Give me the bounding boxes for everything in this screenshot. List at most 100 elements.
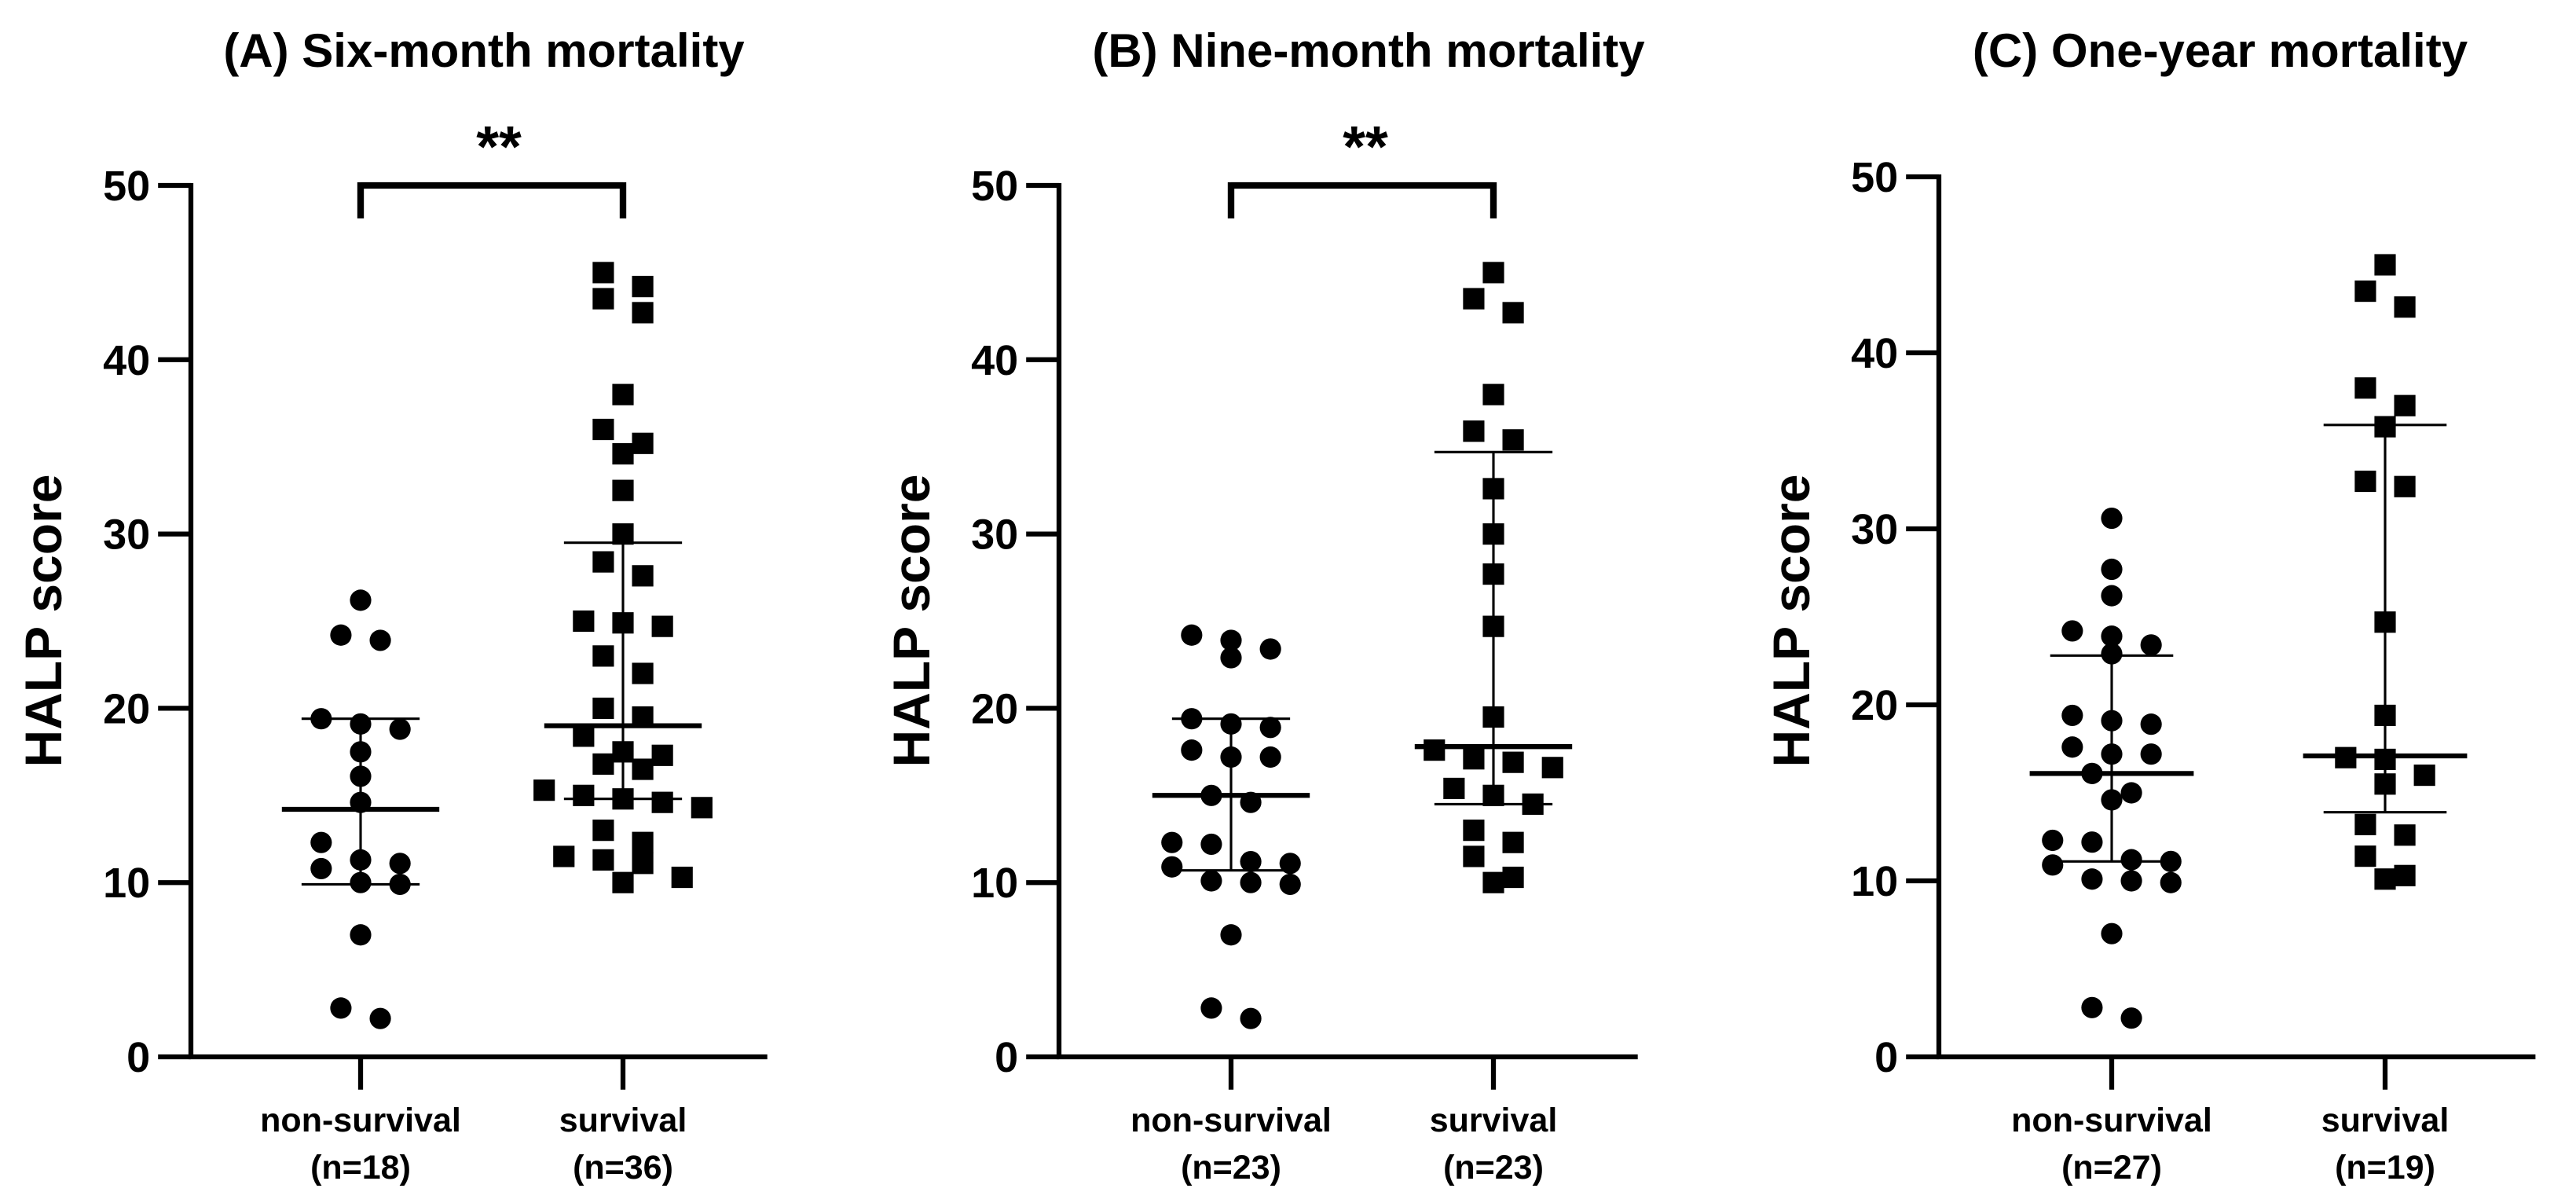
panel-a-point-survival	[612, 523, 634, 545]
panel-b-point-survival	[1443, 777, 1465, 800]
panel-a-point-non-survival	[369, 1007, 391, 1029]
panel-b-point-non-survival	[1200, 833, 1222, 855]
panel-a-point-survival	[632, 302, 654, 324]
panel-b-point-survival	[1463, 845, 1485, 867]
panel-b-y-tick-label: 10	[971, 860, 1018, 907]
panel-a: (A) Six-month mortality HALP score non-s…	[14, 24, 768, 1186]
panel-a-point-survival	[592, 262, 614, 284]
panel-a-category-n-survival: (n=36)	[573, 1149, 673, 1186]
panel-a-point-survival	[651, 791, 673, 813]
panel-a-y-tick-label: 10	[103, 860, 150, 907]
panel-a-y-tick-label: 40	[103, 337, 150, 384]
panel-a-point-survival	[612, 383, 634, 405]
panel-c-category-n-non-survival: (n=27)	[2061, 1149, 2162, 1186]
panel-c-point-survival	[2374, 254, 2396, 276]
panel-b-point-non-survival	[1259, 638, 1281, 660]
panel-c-point-non-survival	[2120, 782, 2142, 804]
panel-b-point-non-survival	[1200, 997, 1222, 1019]
panel-c-category-label-non-survival: non-survival	[2011, 1102, 2212, 1139]
panel-b-y-tick-label: 20	[971, 685, 1018, 732]
panel-b-category-label-survival: survival	[1430, 1102, 1558, 1139]
panel-c-point-non-survival	[2081, 831, 2103, 853]
panel-c-title: (C) One-year mortality	[1973, 24, 2468, 77]
panel-a-point-survival	[632, 831, 654, 853]
panel-a-point-non-survival	[330, 624, 352, 646]
panel-c-point-survival	[2354, 813, 2376, 835]
panel-a-point-survival	[592, 551, 614, 573]
panel-a-title: (A) Six-month mortality	[223, 24, 745, 77]
panel-a-point-survival	[592, 418, 614, 441]
panel-a-point-non-survival	[330, 997, 352, 1019]
panel-c-point-non-survival	[2101, 585, 2123, 607]
panel-b-significance-label: **	[1343, 114, 1388, 179]
panel-c-point-non-survival	[2081, 996, 2103, 1018]
panel-c-point-non-survival	[2101, 922, 2123, 944]
panel-b: (B) Nine-month mortality HALP score non-…	[882, 24, 1645, 1186]
panel-a-point-survival	[632, 853, 654, 875]
panel-a-point-survival	[632, 662, 654, 684]
panel-a-point-non-survival	[389, 718, 411, 740]
panel-c-point-non-survival	[2042, 854, 2064, 876]
panel-c-point-non-survival	[2081, 868, 2103, 890]
panel-c-point-non-survival	[2042, 829, 2064, 852]
panel-a-category-n-non-survival: (n=18)	[310, 1149, 411, 1186]
panel-b-category-n-survival: (n=23)	[1443, 1149, 1544, 1186]
panel-b-point-survival	[1463, 288, 1485, 310]
panel-b-point-survival	[1502, 429, 1524, 451]
panel-b-point-non-survival	[1279, 873, 1301, 896]
panel-a-point-survival	[671, 866, 693, 889]
panel-b-point-survival	[1482, 383, 1504, 405]
panel-c-point-non-survival	[2120, 849, 2142, 871]
panel-a-y-tick-label: 30	[103, 512, 150, 559]
panel-c-point-non-survival	[2101, 625, 2123, 647]
panel-c-y-tick-label: 20	[1851, 682, 1898, 729]
panel-b-y-tick-label: 50	[971, 163, 1018, 210]
panel-c-point-survival	[2394, 296, 2416, 318]
panel-b-category-label-non-survival: non-survival	[1130, 1102, 1332, 1139]
panel-a-point-survival	[612, 479, 634, 501]
panel-b-y-axis-label: HALP score	[882, 475, 940, 768]
panel-c-point-non-survival	[2101, 643, 2123, 665]
panel-b-point-non-survival	[1220, 924, 1242, 946]
panel-a-point-survival	[553, 845, 575, 867]
panel-a-y-tick-label: 0	[126, 1034, 150, 1081]
panel-b-point-non-survival	[1220, 647, 1242, 669]
panel-a-point-survival	[592, 753, 614, 775]
panel-a-point-survival	[573, 725, 595, 747]
panel-b-point-survival	[1541, 757, 1563, 779]
panel-a-point-non-survival	[389, 853, 411, 875]
panel-b-point-survival	[1424, 739, 1446, 761]
panel-a-point-survival	[592, 288, 614, 310]
panel-b-point-non-survival	[1240, 871, 1262, 893]
panel-c-point-survival	[2354, 281, 2376, 303]
panel-c-point-non-survival	[2061, 736, 2083, 758]
panel-b-point-non-survival	[1181, 739, 1203, 761]
panel-c-point-survival	[2354, 377, 2376, 399]
panel-b-point-non-survival	[1240, 1007, 1262, 1029]
panel-a-point-survival	[573, 610, 595, 633]
panel-c-point-non-survival	[2140, 634, 2162, 656]
panel-c-y-tick-label: 40	[1851, 330, 1898, 377]
panel-a-point-survival	[651, 615, 673, 637]
panel-c-category-n-survival: (n=19)	[2335, 1149, 2435, 1186]
panel-c-point-non-survival	[2101, 558, 2123, 581]
panel-c-point-survival	[2354, 470, 2376, 493]
panel-b-point-survival	[1463, 420, 1485, 442]
panel-c-y-axis-label: HALP score	[1762, 475, 1820, 768]
panel-a-point-non-survival	[310, 831, 332, 853]
panel-b-point-survival	[1502, 866, 1524, 889]
panel-a-point-non-survival	[350, 589, 372, 611]
panel-c-point-non-survival	[2140, 743, 2162, 765]
panel-c-point-survival	[2354, 845, 2376, 867]
panel-c-point-non-survival	[2140, 713, 2162, 735]
panel-a-point-non-survival	[310, 857, 332, 880]
panel-b-y-tick-label: 40	[971, 337, 1018, 384]
panel-a-point-survival	[612, 442, 634, 465]
panel-c-y-tick-label: 50	[1851, 154, 1898, 201]
panel-c-y-tick-label: 0	[1874, 1034, 1898, 1081]
panel-c-point-non-survival	[2120, 870, 2142, 892]
panel-b-point-non-survival	[1240, 850, 1262, 873]
panel-b-point-non-survival	[1200, 870, 1222, 892]
panel-a-point-survival	[592, 645, 614, 667]
